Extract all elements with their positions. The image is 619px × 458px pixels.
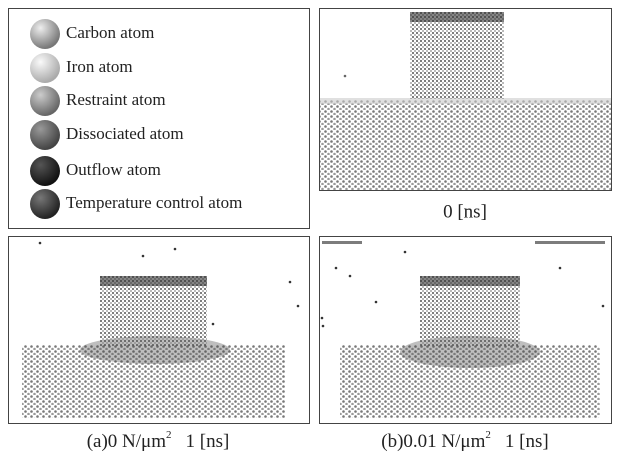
legend-swatch — [30, 86, 60, 116]
simulation-view — [22, 241, 300, 418]
panel-caption: (b)0.01 N/μm2 1 [ns] — [381, 429, 548, 453]
simulation-view — [320, 12, 611, 190]
caption-text: 1 [ns] — [505, 431, 549, 452]
caption-text: (a)0 N/μm — [87, 431, 167, 452]
legend-label: Temperature control atom — [66, 193, 242, 212]
caption-superscript: 2 — [166, 429, 172, 441]
legend-label: Carbon atom — [66, 23, 154, 42]
legend-label: Dissociated atom — [66, 124, 184, 143]
legend-swatch — [30, 189, 60, 219]
panel-caption: (a)0 N/μm2 1 [ns] — [87, 429, 230, 453]
caption-superscript: 2 — [485, 429, 491, 441]
legend-swatch — [30, 19, 60, 49]
simulation-view — [320, 241, 605, 418]
panel-caption: 0 [ns] — [443, 201, 487, 222]
legend-swatch — [30, 120, 60, 150]
legend-label: Outflow atom — [66, 160, 161, 179]
caption-text: (b)0.01 N/μm — [381, 431, 485, 452]
legend-swatch — [30, 53, 60, 83]
caption-text: 1 [ns] — [186, 431, 230, 452]
legend-box — [8, 8, 310, 229]
legend-label: Iron atom — [66, 57, 133, 76]
legend-swatch — [30, 156, 60, 186]
legend-label: Restraint atom — [66, 90, 166, 109]
